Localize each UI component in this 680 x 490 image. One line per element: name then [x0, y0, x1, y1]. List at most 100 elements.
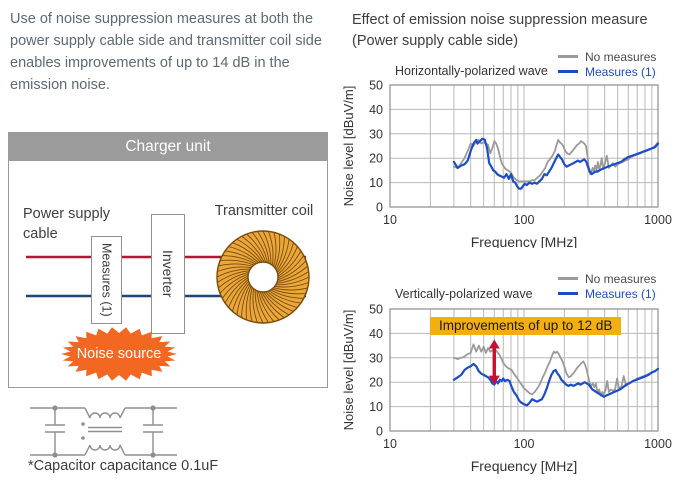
coil-winding — [224, 277, 249, 304]
measures-line-icon — [558, 70, 578, 73]
coil-winding — [275, 236, 285, 270]
no-measures-label: No measures — [585, 271, 657, 286]
coil-winding — [228, 279, 249, 308]
charts-title-line1: Effect of emission noise suppression mea… — [352, 12, 648, 28]
y-tick-label: 40 — [369, 327, 383, 341]
coil-winding — [251, 232, 269, 263]
coil-winding — [267, 290, 298, 308]
transmitter-coil-label: Transmitter coil — [214, 203, 314, 219]
no-measures-line-icon — [558, 277, 578, 280]
coil-winding — [265, 291, 294, 312]
coil-winding — [274, 282, 309, 288]
coil-winding — [222, 255, 256, 265]
capacitor-filter-schematic — [30, 405, 177, 458]
y-tick-label: 20 — [369, 152, 383, 166]
coil-winding — [232, 242, 261, 263]
no-measures-line-icon — [558, 55, 578, 58]
y-tick-label: 40 — [369, 103, 383, 117]
coil-winding — [219, 273, 249, 294]
coil-winding — [257, 291, 275, 322]
series-measures-1- — [452, 137, 660, 190]
y-axis-label: Noise level [dBuV/m] — [341, 86, 356, 207]
chart1-subtitle: Horizontally-polarized wave — [395, 64, 548, 78]
coil-winding — [218, 271, 249, 289]
y-tick-label: 10 — [369, 400, 383, 414]
coil-winding — [276, 242, 294, 273]
y-tick-label: 30 — [369, 351, 383, 365]
legend-item-measures: Measures (1) — [558, 286, 656, 301]
legend-item-no-measures: No measures — [558, 271, 657, 286]
coil-winding — [277, 255, 305, 279]
coil-winding — [241, 284, 251, 318]
coil-winding — [277, 246, 298, 275]
charger-unit-title: Charger unit — [125, 138, 211, 155]
measures-box: Measures (1) — [91, 236, 122, 324]
series-no-measures — [453, 139, 659, 183]
coil-winding — [257, 231, 270, 264]
coil-winding — [217, 270, 250, 283]
x-tick-label: 10 — [383, 213, 397, 227]
coil-winding — [272, 288, 307, 295]
coil-winding — [249, 287, 253, 322]
y-tick-label: 30 — [369, 127, 383, 141]
improvement-annotation: Improvements of up to 12 dB — [430, 317, 622, 335]
x-tick-label: 1000 — [644, 437, 672, 451]
coil-winding — [273, 232, 277, 267]
x-tick-label: 100 — [514, 213, 535, 227]
measures-label: Measures (1) — [585, 286, 656, 301]
schematic-caption: *Capacitor capacitance 0.1uF — [28, 458, 219, 474]
noise-source-label: Noise source — [76, 346, 162, 362]
coil-winding — [276, 271, 309, 284]
y-tick-label: 50 — [369, 303, 383, 317]
measures-line-icon — [558, 292, 578, 295]
coil-winding — [262, 230, 272, 265]
coil-winding — [275, 276, 310, 286]
starburst-shape — [61, 327, 177, 381]
coil-winding — [232, 281, 250, 312]
coil-winding — [276, 239, 290, 272]
chart1-legend: No measures Measures (1) — [558, 50, 656, 80]
inverter-box: Inverter — [151, 214, 185, 334]
y-axis-label: Noise level [dBuV/m] — [341, 310, 356, 431]
coil-winding — [236, 238, 263, 263]
x-tick-label: 10 — [383, 437, 397, 451]
x-tick-label: 100 — [514, 437, 535, 451]
transmitter-coil-graphic — [216, 230, 310, 324]
plot-border — [389, 84, 659, 208]
coil-winding — [277, 260, 307, 281]
coil-winding — [228, 246, 259, 264]
noise-source-starburst — [61, 327, 177, 381]
legend-item-measures: Measures (1) — [558, 64, 656, 79]
y-tick-label: 0 — [376, 201, 383, 215]
series-measures-1- — [452, 362, 660, 407]
coil-winding — [268, 231, 274, 266]
coil-winding — [216, 268, 251, 278]
charger-unit-header: Charger unit — [9, 133, 327, 161]
inverter-label: Inverter — [160, 250, 176, 298]
coil-winding — [218, 263, 253, 267]
coil-winding — [252, 288, 258, 323]
legend-item-no-measures: No measures — [558, 49, 657, 64]
coil-winding — [277, 265, 308, 283]
charts-title-line2: (Power supply cable side) — [352, 33, 519, 50]
x-axis-label: Frequency [MHz] — [471, 234, 578, 248]
coil-winding — [236, 282, 250, 315]
measures-label: Measures (1) — [585, 64, 656, 79]
y-tick-label: 20 — [369, 376, 383, 390]
power-supply-cable-label: Power supply cable — [23, 206, 111, 242]
coil-winding — [263, 291, 290, 316]
coil-winding — [221, 275, 249, 299]
charts-title: Effect of emission noise suppression mea… — [352, 10, 680, 52]
coil-winding — [270, 289, 304, 299]
x-axis-label: Frequency [MHz] — [471, 458, 578, 474]
coil-winding — [219, 259, 254, 266]
y-tick-label: 10 — [369, 176, 383, 190]
coil-winding — [268, 290, 301, 304]
improvement-arrow-head-up — [488, 339, 500, 349]
coil-winding — [246, 233, 267, 263]
coil-winding — [277, 250, 302, 277]
no-measures-label: No measures — [585, 49, 657, 64]
coil-winding — [254, 289, 264, 324]
